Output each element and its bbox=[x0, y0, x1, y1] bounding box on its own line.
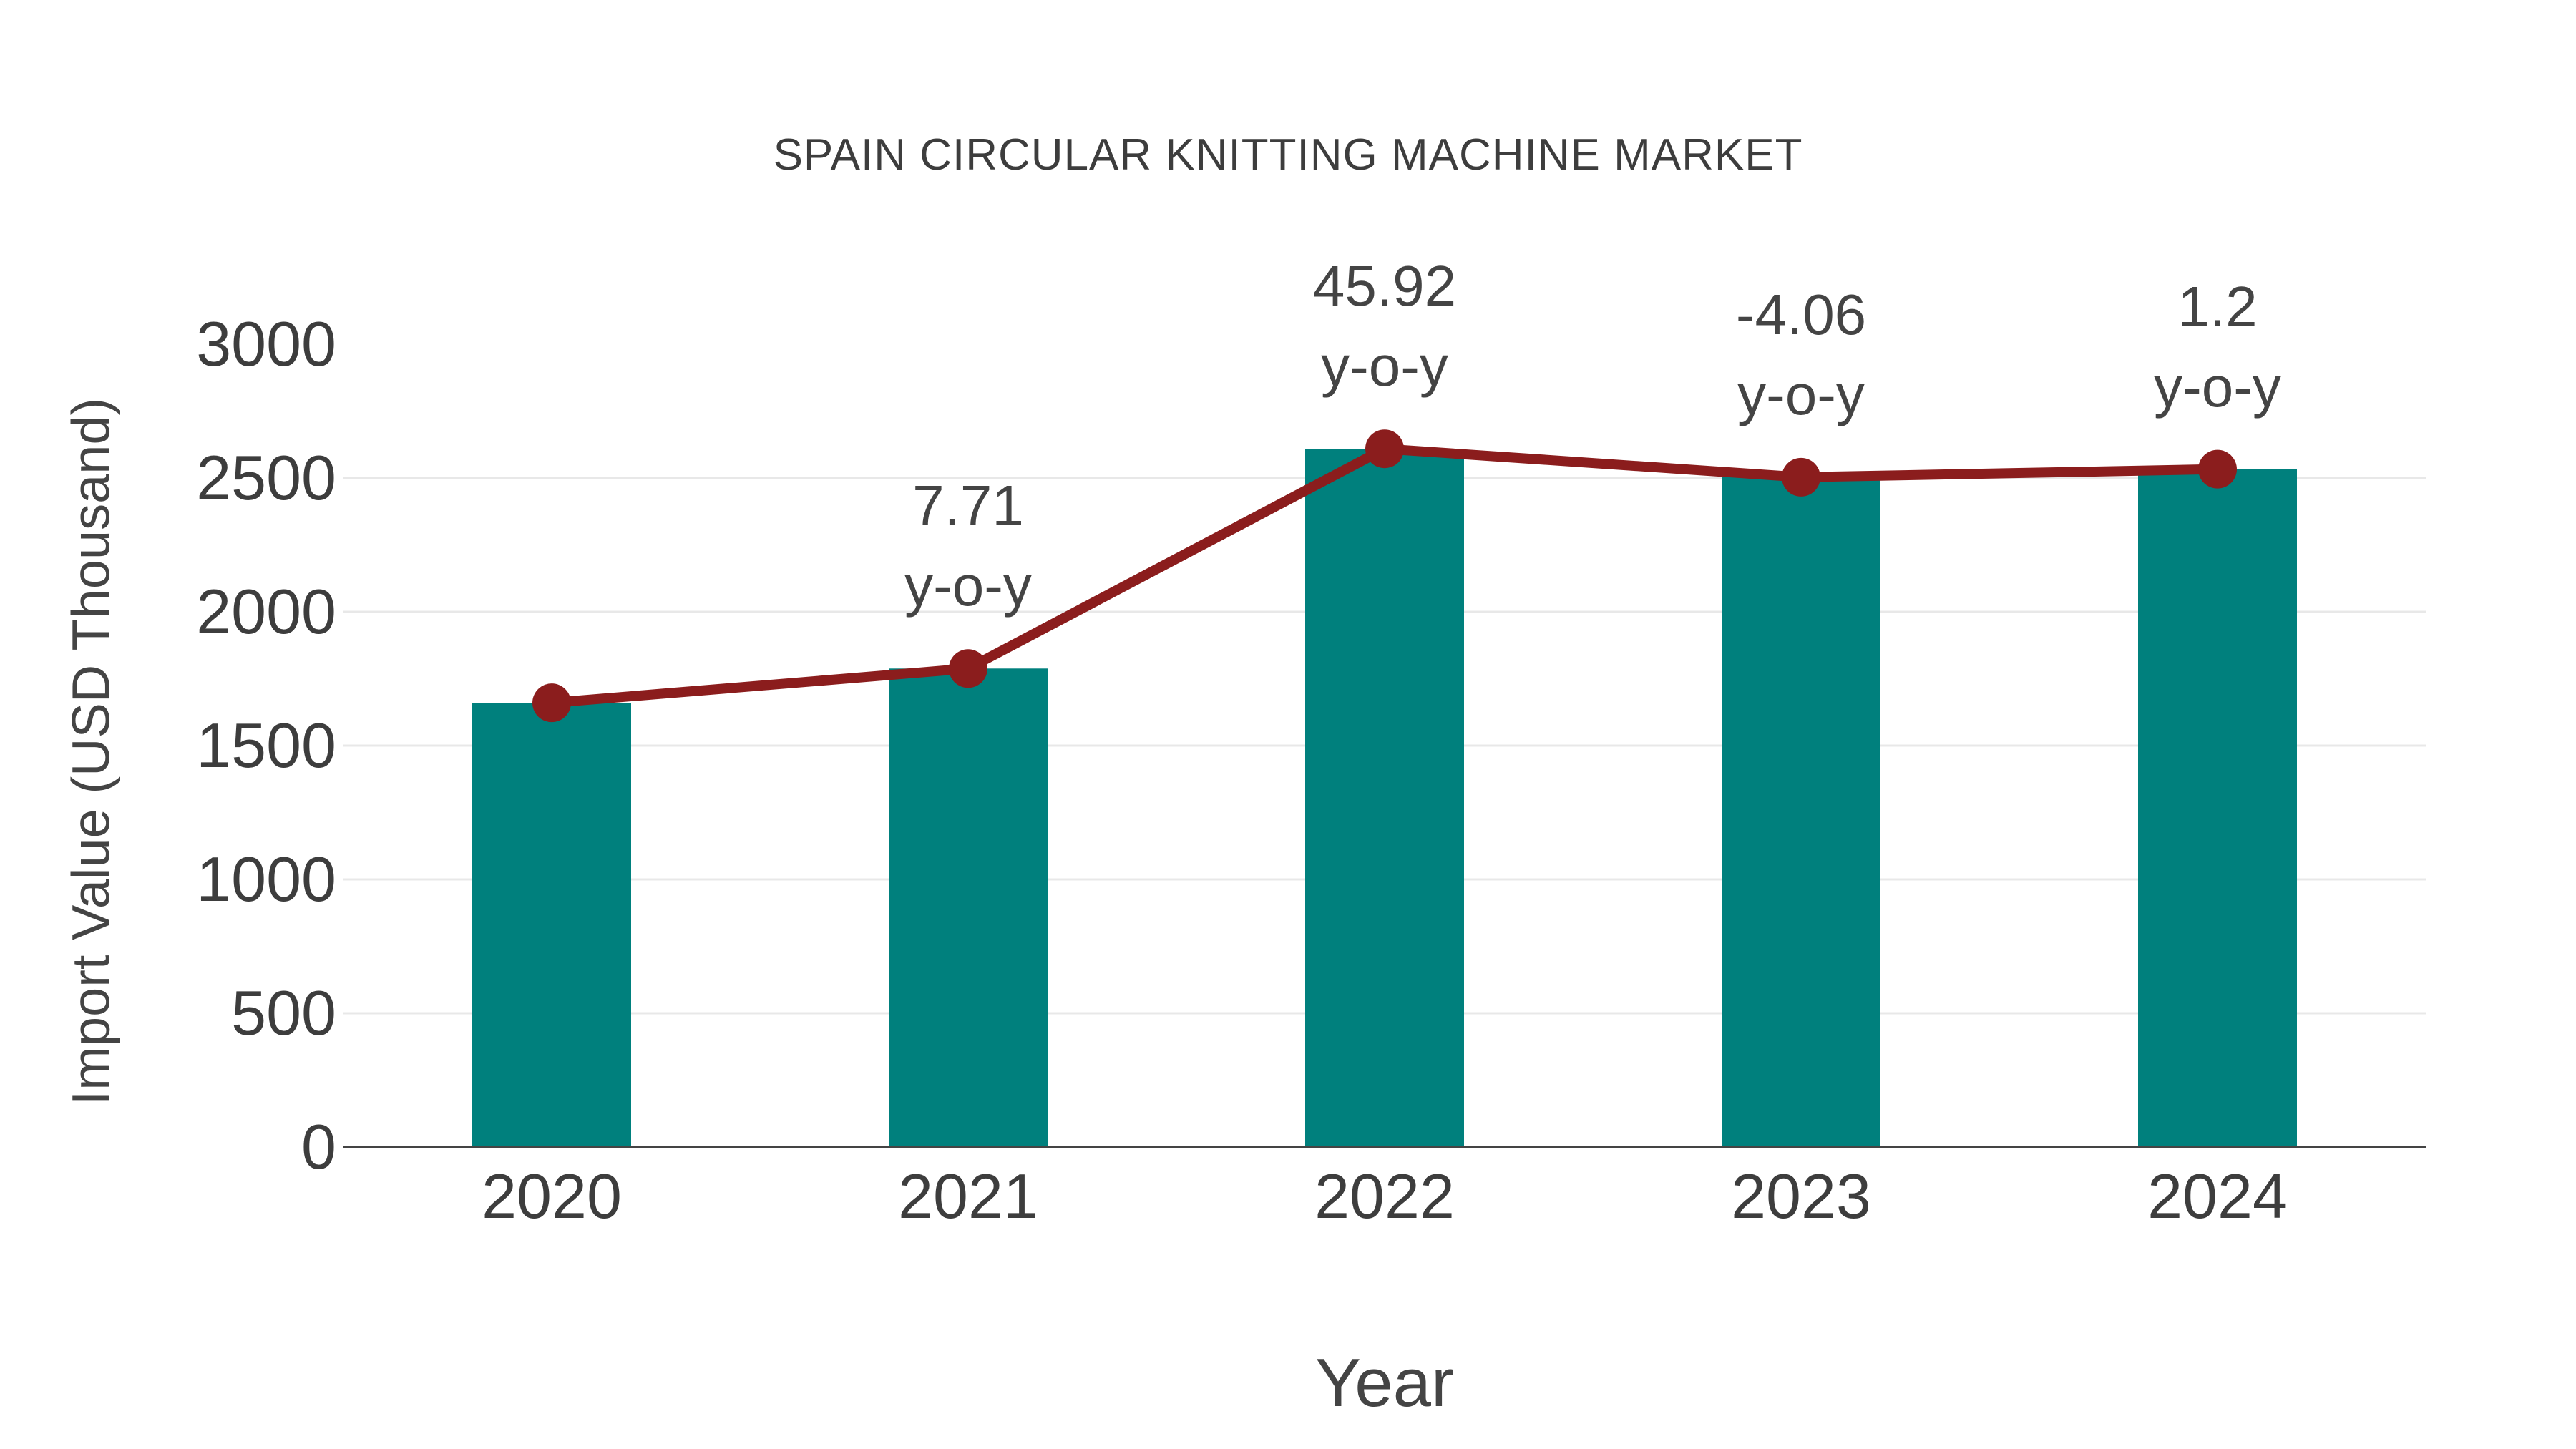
chart-title: SPAIN CIRCULAR KNITTING MACHINE MARKET bbox=[773, 130, 1803, 180]
bar-2021[interactable] bbox=[889, 668, 1048, 1147]
annotation-unit: y-o-y bbox=[904, 554, 1032, 618]
data-point-2024[interactable] bbox=[2198, 449, 2237, 489]
annotation-value: 1.2 bbox=[2177, 274, 2258, 338]
x-tick-label-2024: 2024 bbox=[2147, 1161, 2288, 1231]
y-tick-label-2000: 2000 bbox=[196, 576, 336, 647]
annotation-unit: y-o-y bbox=[1737, 362, 1865, 426]
annotation-unit: y-o-y bbox=[2154, 354, 2281, 419]
annotation-2021: 7.71 y-o-y bbox=[904, 466, 1032, 626]
data-point-2022[interactable] bbox=[1365, 429, 1404, 469]
data-point-2023[interactable] bbox=[1782, 457, 1820, 497]
bar-2020[interactable] bbox=[472, 703, 631, 1147]
y-tick-label-1500: 1500 bbox=[196, 710, 336, 781]
annotation-unit: y-o-y bbox=[1321, 334, 1448, 399]
bar-2023[interactable] bbox=[1722, 477, 1880, 1147]
x-tick-label-2021: 2021 bbox=[898, 1161, 1038, 1231]
y-tick-label-1000: 1000 bbox=[196, 844, 336, 914]
y-tick-label-500: 500 bbox=[231, 977, 336, 1048]
annotation-value: 45.92 bbox=[1312, 254, 1457, 318]
annotation-2022: 45.92 y-o-y bbox=[1313, 246, 1456, 406]
y-tick-label-2500: 2500 bbox=[196, 442, 336, 513]
x-tick-label-2020: 2020 bbox=[482, 1161, 622, 1231]
annotation-value: 7.71 bbox=[912, 474, 1024, 538]
annotation-value: -4.06 bbox=[1735, 282, 1867, 346]
x-tick-label-2022: 2022 bbox=[1314, 1161, 1455, 1231]
y-tick-label-0: 0 bbox=[301, 1111, 336, 1182]
annotation-2024: 1.2 y-o-y bbox=[2154, 267, 2281, 427]
x-tick-label-2023: 2023 bbox=[1731, 1161, 1871, 1231]
x-axis-title: Year bbox=[1315, 1345, 1454, 1421]
annotation-2023: -4.06 y-o-y bbox=[1736, 275, 1866, 435]
data-point-2021[interactable] bbox=[949, 649, 987, 688]
y-tick-label-3000: 3000 bbox=[196, 308, 336, 379]
data-point-2020[interactable] bbox=[532, 683, 571, 723]
bar-2022[interactable] bbox=[1305, 449, 1464, 1147]
bar-2024[interactable] bbox=[2138, 469, 2297, 1147]
